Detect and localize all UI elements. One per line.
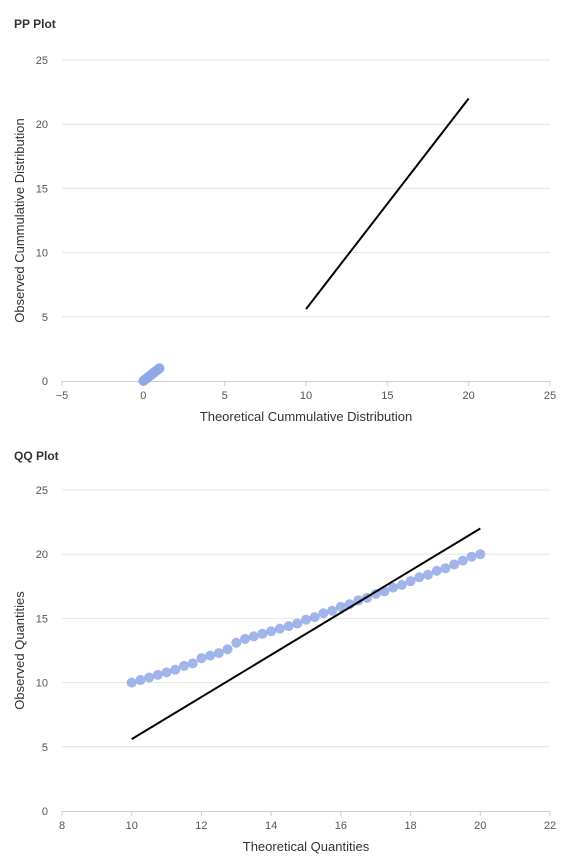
- qq-data-point: [449, 559, 460, 570]
- qq-data-point: [396, 580, 407, 591]
- pp-x-tick-label: 15: [381, 390, 393, 402]
- pp-y-tick-label: 20: [36, 119, 48, 131]
- qq-x-tick-label: 10: [126, 820, 138, 832]
- qq-data-point: [457, 555, 468, 566]
- qq-data-point: [309, 612, 320, 623]
- qq-data-point: [327, 605, 338, 616]
- qq-data-point: [205, 650, 216, 661]
- qq-data-point: [292, 618, 303, 629]
- qq-y-axis-title: Observed Quantities: [12, 591, 27, 710]
- qq-data-point: [196, 653, 207, 664]
- pp-data-point: [154, 363, 165, 374]
- qq-data-point: [161, 667, 172, 678]
- qq-x-tick-label: 14: [265, 820, 277, 832]
- qq-x-tick-label: 12: [195, 820, 207, 832]
- qq-data-point: [301, 614, 311, 625]
- pp-reference-line: [305, 97, 470, 310]
- qq-data-point: [248, 631, 259, 642]
- pp-y-axis-title: Observed Cummulative Distribution: [12, 118, 27, 322]
- qq-data-point: [475, 549, 486, 560]
- pp-x-tick-label: 20: [463, 390, 475, 402]
- qq-data-point: [388, 582, 399, 593]
- qq-data-point: [170, 664, 181, 675]
- qq-plot-chart: 0 5 10 15 20 25 8 10 12 14 16 18 20 22 Theoretical Qua…: [12, 485, 556, 854]
- qq-data-point: [431, 565, 442, 576]
- qq-data-point: [126, 677, 137, 688]
- qq-y-tick-label: 25: [36, 485, 48, 497]
- qq-data-point: [135, 675, 146, 686]
- qq-data-point: [335, 601, 346, 612]
- qq-data-point: [283, 621, 294, 632]
- qq-y-tick-label: 15: [36, 613, 48, 625]
- pp-y-tick-label: 10: [36, 248, 48, 260]
- qq-data-point: [440, 563, 451, 574]
- qq-x-axis-title: Theoretical Quantities: [243, 839, 370, 854]
- qq-data-point: [414, 572, 425, 583]
- qq-data-point: [274, 623, 285, 634]
- qq-x-tick-label: 22: [544, 820, 556, 832]
- pp-y-tick-label: 0: [42, 376, 48, 388]
- qq-y-tick-label: 20: [36, 549, 48, 561]
- qq-x-tick-label: 18: [404, 820, 416, 832]
- pp-x-tick-label: 0: [140, 390, 146, 402]
- qq-data-point: [405, 576, 416, 587]
- qq-data-point: [240, 633, 250, 644]
- qq-data-point: [222, 644, 233, 655]
- pp-plot-chart: 0 5 10 15 20 25 −5 0 5 10 15 20 25 Theoretical Cummul…: [12, 55, 556, 424]
- qq-reference-line: [131, 527, 481, 740]
- pp-y-tick-label: 5: [42, 312, 48, 324]
- pp-y-tick-label: 15: [36, 183, 48, 195]
- qq-data-point: [152, 669, 163, 680]
- qq-data-point: [179, 660, 189, 671]
- qq-data-point: [144, 672, 155, 683]
- pp-x-tick-label: −5: [56, 390, 69, 402]
- qq-data-point: [423, 569, 433, 580]
- pp-y-tick-label: 25: [36, 55, 48, 67]
- qq-data-point: [266, 626, 277, 637]
- pp-x-axis-title: Theoretical Cummulative Distribution: [200, 409, 412, 424]
- qq-y-tick-label: 10: [36, 678, 48, 690]
- qq-x-tick-label: 16: [335, 820, 347, 832]
- qq-x-tick-label: 8: [59, 820, 65, 832]
- pp-x-tick-label: 25: [544, 390, 556, 402]
- qq-x-tick-label: 20: [474, 820, 486, 832]
- qq-plot-title: QQ Plot: [14, 449, 59, 463]
- pp-plot-title: PP Plot: [14, 17, 56, 31]
- qq-data-point: [370, 589, 381, 600]
- qq-y-tick-label: 0: [42, 806, 48, 818]
- qq-data-point: [466, 551, 477, 562]
- pp-x-tick-label: 10: [300, 390, 312, 402]
- qq-data-point: [187, 658, 198, 669]
- qq-data-point: [318, 608, 329, 619]
- qq-y-tick-label: 5: [42, 742, 48, 754]
- qq-data-point: [213, 648, 224, 659]
- pp-x-tick-label: 5: [222, 390, 228, 402]
- qq-data-point: [231, 637, 242, 648]
- qq-data-point: [257, 628, 268, 639]
